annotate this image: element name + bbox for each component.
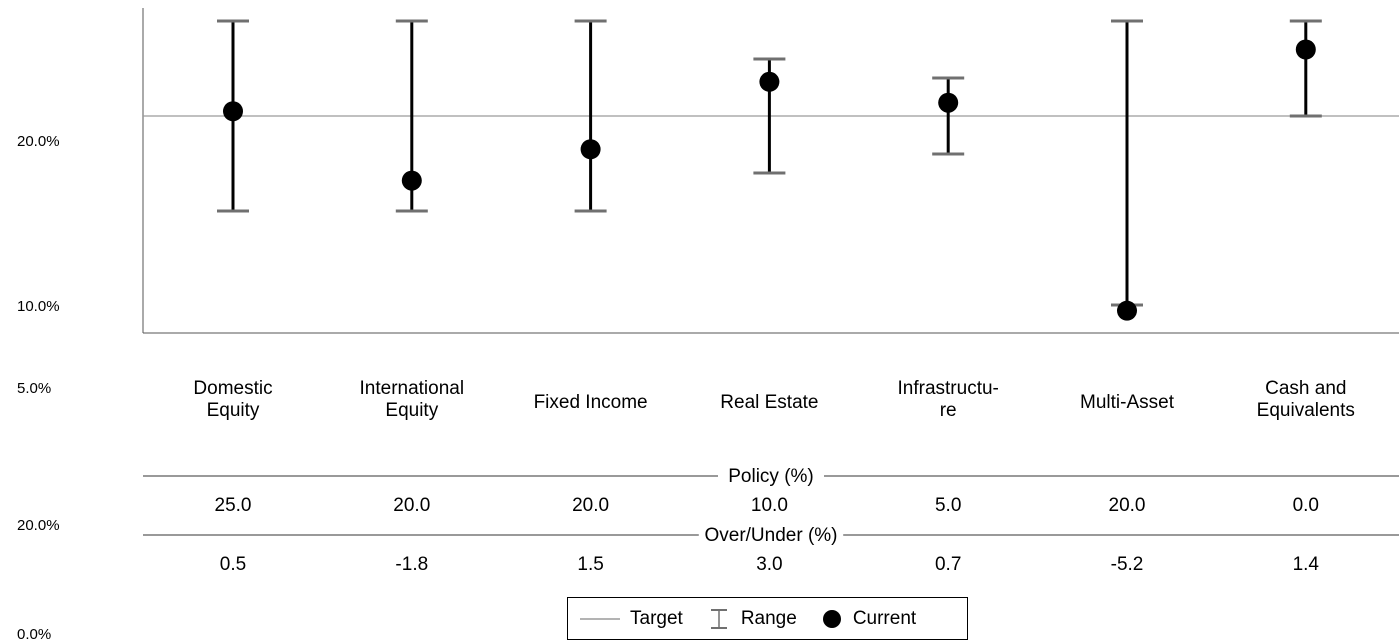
policy-value: 10.0: [751, 495, 788, 516]
legend: Target Range Current: [567, 597, 968, 640]
current-dot: [401, 170, 422, 191]
legend-range: Range: [707, 608, 797, 630]
range-bar-icon: [710, 608, 727, 629]
overunder-value: 3.0: [756, 554, 782, 575]
current-dot: [938, 92, 959, 113]
dot-icon: [822, 609, 841, 628]
category-label: Cash and Equivalents: [1257, 378, 1355, 421]
category-label: Domestic Equity: [193, 378, 272, 421]
legend-target: Target: [580, 608, 683, 630]
category-label: Fixed Income: [534, 392, 648, 413]
left-tick-label: 20.0%: [17, 517, 60, 534]
legend-range-label: Range: [740, 607, 797, 629]
current-dot: [1295, 39, 1316, 60]
left-tick-label: 20.0%: [17, 133, 60, 150]
target-line-icon: [580, 617, 620, 620]
policy-value: 20.0: [572, 495, 609, 516]
overunder-value: -5.2: [1111, 554, 1144, 575]
policy-value: 25.0: [215, 495, 252, 516]
legend-current-label: Current: [852, 607, 917, 629]
policy-header: Policy (%): [728, 466, 814, 487]
current-dot: [759, 71, 780, 92]
overunder-value: 0.7: [935, 554, 961, 575]
left-tick-label: 5.0%: [17, 380, 52, 397]
current-dot: [1117, 300, 1137, 321]
category-label: Multi-Asset: [1080, 392, 1175, 413]
left-tick-label: 10.0%: [17, 298, 60, 315]
category-label: International Equity: [360, 378, 465, 421]
overunder-header: Over/Under (%): [704, 525, 837, 546]
overunder-value: 1.5: [577, 554, 603, 575]
legend-target-label: Target: [630, 607, 683, 629]
category-labels: Domestic Equity International Equity Fixed I…: [193, 378, 1355, 421]
legend-current: Current: [821, 608, 916, 630]
policy-value: 5.0: [935, 495, 961, 516]
category-label: Infrastructu-re: [898, 378, 999, 421]
policy-value: 20.0: [393, 495, 430, 516]
overunder-value: -1.8: [395, 554, 428, 575]
plot-axes: [142, 8, 1399, 334]
current-dot: [223, 101, 243, 122]
left-tick-label: 0.0%: [17, 626, 52, 643]
overunder-value: 1.4: [1293, 554, 1320, 575]
policy-value: 0.0: [1293, 495, 1319, 516]
category-label: Real Estate: [720, 392, 818, 413]
range-marks: [143, 19, 1399, 321]
summary-table: 25.0 0.5 20.0 -1.8 20.0 1.5 10.0 3.0 5.0 0.7 20.0 -…: [143, 466, 1399, 575]
current-dot: [580, 139, 601, 160]
policy-value: 20.0: [1109, 495, 1146, 516]
overunder-value: 0.5: [220, 554, 246, 575]
